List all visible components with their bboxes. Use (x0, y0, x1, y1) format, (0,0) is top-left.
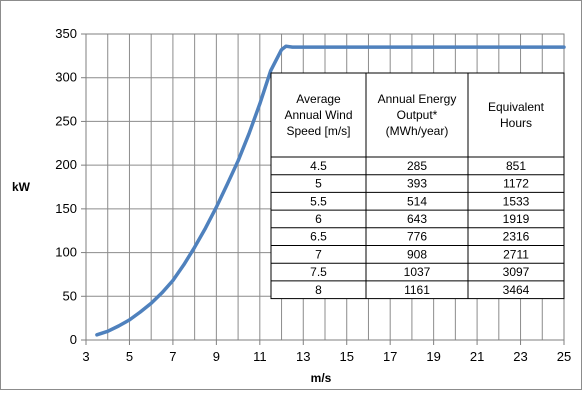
table-cell: 7.5 (310, 265, 327, 279)
y-tick-label: 350 (55, 26, 77, 41)
table-cell: 285 (407, 159, 427, 173)
energy-table: Average Annual Wind Speed [m/s] Annual Ener… (270, 72, 565, 300)
y-tick-label: 50 (63, 288, 77, 303)
table-cell: 1161 (404, 283, 430, 297)
table-background (270, 72, 565, 300)
table-header-text: Equivalent (488, 100, 545, 114)
table-header-text: Output* (397, 108, 438, 122)
table-cell: 2711 (503, 247, 529, 261)
x-tick-label: 25 (557, 349, 571, 364)
table-cell: 6 (315, 212, 322, 226)
table-header-text: Annual Energy (378, 92, 457, 106)
table-cell: 908 (407, 247, 427, 261)
tick-labels: 3 5 7 9 11 13 15 17 19 21 23 2505010015020025030035… (55, 26, 571, 364)
y-tick-label: 100 (55, 245, 77, 260)
x-tick-label: 11 (253, 349, 267, 364)
table-cell: 4.5 (310, 159, 327, 173)
table-cell: 2316 (503, 230, 530, 244)
y-tick-label: 0 (70, 332, 77, 347)
table-cell: 1037 (404, 265, 431, 279)
table-cell: 1533 (503, 194, 530, 208)
y-axis-title: kW (12, 180, 31, 194)
x-tick-label: 7 (169, 349, 176, 364)
table-header-text: Average (296, 92, 341, 106)
table-header-text: Speed [m/s] (286, 124, 350, 138)
table-cell: 776 (407, 230, 427, 244)
x-tick-label: 23 (513, 349, 527, 364)
y-tick-label: 200 (55, 157, 77, 172)
table-cell: 5.5 (310, 194, 327, 208)
table-cell: 5 (315, 177, 322, 191)
y-tick-label: 250 (55, 113, 77, 128)
table-header-text: Annual Wind (284, 108, 352, 122)
x-tick-label: 21 (470, 349, 484, 364)
x-tick-label: 3 (82, 349, 89, 364)
table-cell: 7 (315, 247, 322, 261)
table-cell: 3097 (503, 265, 530, 279)
x-tick-label: 9 (213, 349, 220, 364)
x-axis-title: m/s (311, 371, 332, 385)
series-layer (95, 44, 566, 337)
table-cell: 1919 (503, 212, 530, 226)
table-cell: 643 (407, 212, 427, 226)
table-cell: 393 (407, 177, 427, 191)
table-cell: 3464 (503, 283, 530, 297)
table-cell: 851 (506, 159, 526, 173)
x-tick-label: 15 (339, 349, 353, 364)
table-cell: 514 (407, 194, 427, 208)
table-header-text: Hours (500, 116, 532, 130)
y-tick-label: 150 (55, 201, 77, 216)
y-tick-label: 300 (55, 70, 77, 85)
x-tick-label: 17 (383, 349, 397, 364)
table-cell: 1172 (503, 177, 529, 191)
power-curve-line (95, 44, 566, 337)
x-tick-label: 19 (426, 349, 440, 364)
x-tick-label: 5 (126, 349, 133, 364)
table-cell: 6.5 (310, 230, 327, 244)
table-cell: 8 (315, 283, 322, 297)
table-header-text: (MWh/year) (386, 124, 449, 138)
x-tick-label: 13 (296, 349, 310, 364)
